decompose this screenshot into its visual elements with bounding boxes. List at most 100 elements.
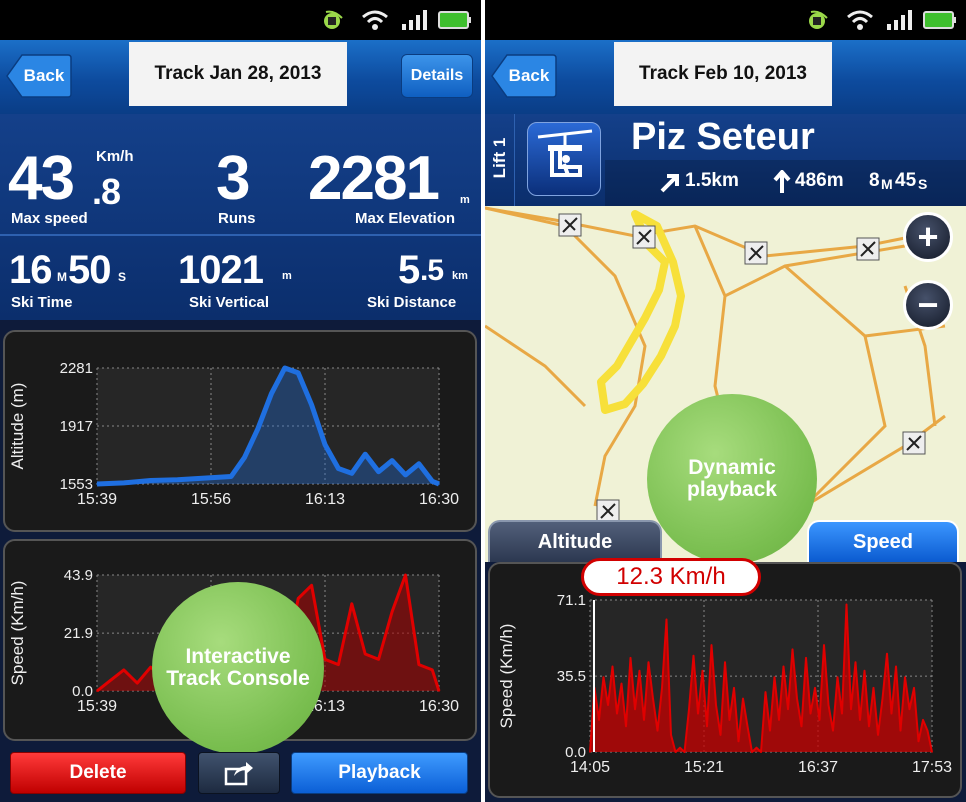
playback-speed-chart-panel[interactable]: 0.0 35.5 71.1 14:05 15:21 16:37 17:53 Speed (Km… [488,562,962,798]
ski-time-min-unit: M [57,270,67,284]
signal-icon [402,10,427,30]
playback-button[interactable]: Playback [291,752,468,794]
tab-speed[interactable]: Speed [807,520,959,562]
ski-vertical-unit: m [282,270,292,282]
data-point [351,472,353,475]
data-point [917,740,920,743]
data-point [391,610,393,613]
data-point [895,665,897,668]
satellite-icon [324,10,343,29]
back-button[interactable]: Back [491,54,557,98]
page-title: Track Jan 28, 2013 [129,42,347,106]
left-screen: Back Track Jan 28, 2013 Details 43 .8 Km… [0,0,481,802]
data-point [230,475,232,478]
data-point [337,467,340,470]
runs-label: Runs [218,210,256,227]
data-point [742,697,744,700]
data-point [931,751,933,753]
share-icon [224,762,253,786]
y-tick-label: 43.9 [64,567,93,584]
data-point [297,597,299,600]
nav-bar: Back Track Jan 28, 2013 Details [0,40,481,114]
data-point [715,704,717,706]
data-point [872,687,875,689]
max-speed-int: 43 [8,144,75,213]
y-tick-label: 71.1 [557,592,586,609]
x-tick-label: 15:39 [77,698,117,715]
data-point [616,712,618,715]
max-speed-dec: .8 [92,171,121,212]
data-point [814,687,816,689]
y-tick-label: 35.5 [557,668,586,685]
lift-vertical: 486m [795,170,844,191]
wifi-icon [362,10,388,30]
data-point [310,404,313,406]
data-point [438,483,440,485]
data-point [324,658,326,661]
data-point [283,367,286,369]
ski-distance-label: Ski Distance [367,294,457,311]
data-point [431,669,434,671]
data-point [404,574,407,576]
series-area [97,575,439,691]
data-point [634,708,636,711]
ski-vertical-value: 1021 [178,248,264,292]
data-point [710,644,713,646]
x-tick-label: 15:56 [191,491,231,508]
playback-speed-chart[interactable]: 0.0 35.5 71.1 14:05 15:21 16:37 17:53 Speed (Km… [490,564,964,800]
data-point [611,665,614,668]
back-button-label: Back [508,66,550,85]
max-elevation-value: 2281 [308,144,440,213]
data-point [854,661,857,664]
data-point [769,729,771,732]
ski-distance-dec: .5 [420,254,444,287]
data-point [670,734,672,736]
data-point [96,690,98,692]
details-button[interactable]: Details [401,54,473,98]
data-point [899,729,902,732]
ski-map[interactable] [485,206,966,562]
altitude-chart[interactable]: 1553 1917 2281 15:39 15:56 16:13 16:30 Altitude… [5,332,479,534]
data-point [728,719,731,721]
data-point [683,751,686,753]
back-button[interactable]: Back [6,54,72,98]
data-point [805,657,807,659]
zoom-in-button[interactable]: + [903,212,953,262]
data-point [589,751,591,753]
data-point [123,669,125,671]
data-point [832,729,834,732]
series-area [97,368,439,484]
lift-duration-sec-unit: S [918,176,928,192]
data-point [904,676,906,678]
tab-altitude[interactable]: Altitude [488,520,662,562]
page-title: Track Feb 10, 2013 [614,42,832,106]
runs-value: 3 [216,144,251,213]
screen-divider [481,0,485,802]
zoom-out-button[interactable]: − [903,280,953,330]
ski-vertical-label: Ski Vertical [189,294,270,311]
map-view[interactable]: + − [485,206,966,562]
stats-panel: 43 .8 Km/h Max speed 3 Runs 2281 m Max E… [0,114,481,320]
data-point [773,676,776,678]
data-point [913,687,915,689]
x-tick-label: 16:37 [798,759,838,776]
altitude-chart-panel[interactable]: 1553 1917 2281 15:39 15:56 16:13 16:30 Altitude… [3,330,477,532]
max-speed-unit: Km/h [96,148,134,165]
share-button[interactable] [198,752,280,794]
back-button-label: Back [23,66,65,85]
data-point [800,725,803,728]
distance-arrow-icon [660,174,679,193]
ski-time-min: 16 [9,248,52,292]
data-point [625,725,627,728]
data-point [751,751,753,753]
y-tick-label: 1917 [60,418,93,435]
delete-button[interactable]: Delete [10,752,186,794]
x-tick-label: 16:30 [419,698,459,715]
data-point [787,708,789,711]
lift-duration-min-unit: M [881,176,893,192]
lift-duration-min: 8 [869,170,880,191]
data-point [176,478,179,481]
nav-bar: Back Track Feb 10, 2013 [485,40,966,114]
data-point [881,697,884,700]
y-tick-label: 2281 [60,360,93,377]
